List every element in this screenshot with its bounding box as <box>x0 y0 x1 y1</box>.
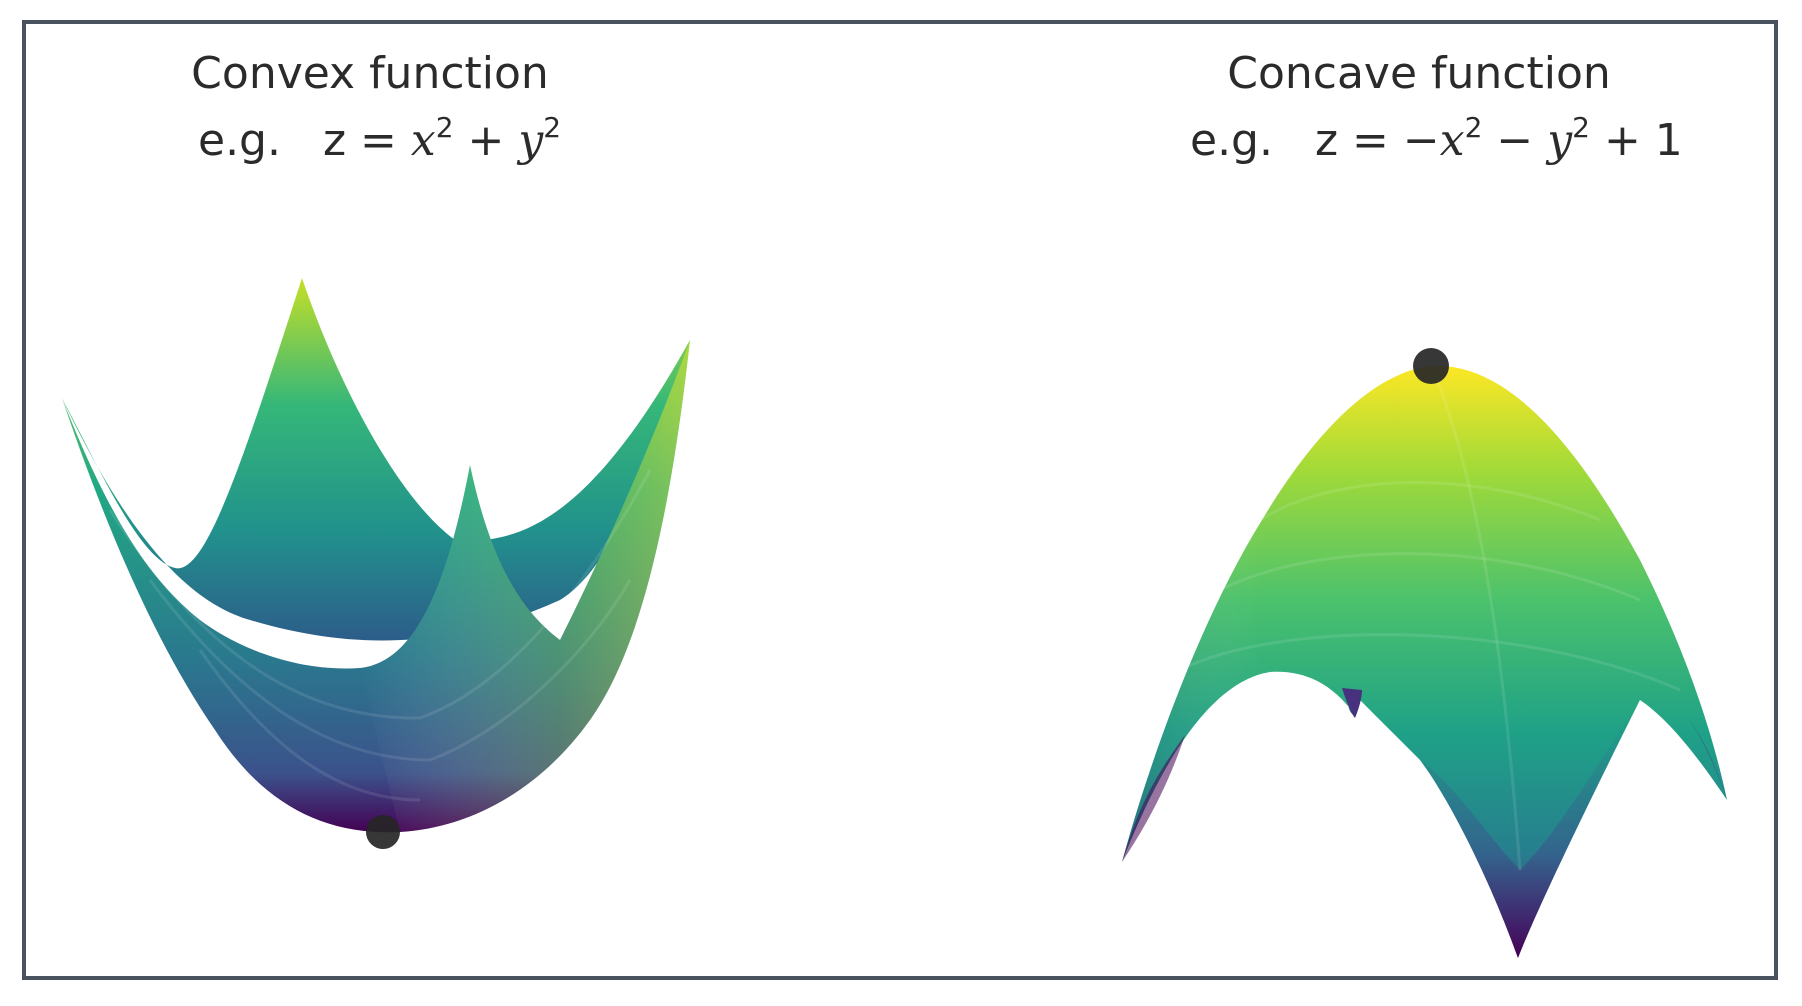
concave-eq-var-y: y <box>1547 115 1573 166</box>
convex-mesh-lines <box>108 469 652 802</box>
convex-eq-op-1: + <box>453 115 519 166</box>
convex-eq-var-y: y <box>518 115 544 166</box>
convex-eq-prefix: z = <box>322 115 411 166</box>
convex-surface <box>62 278 690 849</box>
convex-eq-exp-x: 2 <box>435 111 454 144</box>
concave-title: Concave function <box>1227 48 1611 99</box>
concave-equation: e.g. z = −x2 − y2 + 1 <box>1190 114 1683 163</box>
concave-inner-notch <box>1342 688 1362 718</box>
concave-eq-prefix: z = − <box>1314 115 1440 166</box>
convex-minimum-marker <box>366 815 400 849</box>
concave-eq-exp-x: 2 <box>1464 111 1483 144</box>
concave-eq-constant: 1 <box>1654 115 1683 166</box>
concave-eq-exp-y: 2 <box>1572 111 1590 144</box>
concave-eg-label: e.g. <box>1190 115 1273 166</box>
concave-left-leg <box>1122 735 1185 862</box>
convex-title: Convex function <box>191 48 549 99</box>
convex-eq-exp-y: 2 <box>543 111 562 144</box>
convex-eq-var-x: x <box>410 115 436 166</box>
convex-front-highlight <box>360 340 690 832</box>
convex-back-sheet <box>62 278 690 641</box>
concave-eq-var-x: x <box>1439 115 1465 166</box>
concave-eq-op-1: − <box>1482 115 1548 166</box>
concave-left-shade <box>1122 366 1432 862</box>
concave-maximum-marker <box>1413 348 1449 384</box>
convex-eg-label: e.g. <box>198 115 281 166</box>
concave-mesh-lines <box>1179 365 1681 871</box>
concave-surface <box>1122 348 1727 958</box>
convex-equation: e.g. z = x2 + y2 <box>198 114 561 163</box>
concave-front-leg <box>1420 700 1640 958</box>
concave-eq-op-2: + <box>1589 115 1655 166</box>
